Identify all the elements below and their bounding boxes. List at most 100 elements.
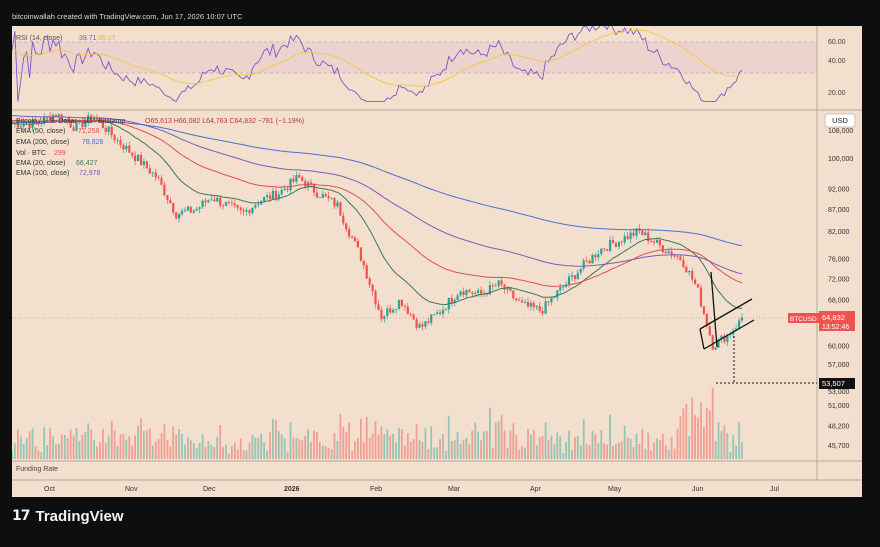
candle-body [729,334,732,336]
candle-body [131,152,134,156]
candle-body [418,324,421,328]
candle [353,235,357,243]
candle [362,259,365,270]
candle [400,299,403,308]
candle [251,207,254,215]
candle-body [500,280,503,285]
volume-bar [365,416,368,459]
candle-body [315,192,318,198]
candle [295,171,298,184]
candle-body [292,178,295,182]
volume-bar [530,434,532,459]
candle [315,188,318,199]
candle [465,289,468,299]
candle-body [532,302,535,308]
volume-bar [151,445,154,459]
candle-body [436,312,439,315]
volume-bar [251,434,254,459]
currency-selector-box[interactable] [824,113,856,128]
last-price-tag: BTCUSD 64,832 13:52:46 [788,311,855,331]
candle [192,208,195,214]
candle [90,113,93,124]
time-tick-jun: Jun [692,486,703,493]
candle [723,333,726,345]
candle [620,240,623,246]
volume-bar [198,443,201,459]
currency-selector-label[interactable]: USD [832,116,848,125]
candle [125,142,128,153]
candle [459,290,462,298]
volume-bar [37,450,40,459]
candle [638,224,641,234]
candle-body [535,306,538,308]
candle [254,202,257,210]
volume-bar [245,450,248,459]
volume-bar [729,452,732,459]
volume-bar [160,433,163,459]
candle-body [101,121,104,128]
candle [623,232,626,245]
volume-bar [386,429,389,459]
candle [189,206,192,214]
candle [450,294,453,307]
candle [512,290,515,301]
ema-20-line [12,119,743,309]
volume-bar [17,429,19,459]
candle-body [471,292,474,294]
volume-bar [427,449,430,459]
volume-bar [362,441,365,459]
candle [565,281,568,288]
flag-lower-line [703,319,755,350]
volume-bar [594,434,597,459]
candle-body [412,314,415,320]
price-tag-countdown: 13:52:46 [822,324,849,331]
volume-bar [172,426,175,459]
volume-bar [380,426,383,459]
candle [324,192,327,198]
candle [113,133,116,144]
candle-body [351,236,354,238]
candle [204,197,207,207]
volume-bar [603,442,606,459]
candle-body [251,207,254,214]
candle-body [318,197,321,199]
candle-body [386,308,389,316]
candle-body [400,300,403,306]
volume-bar [169,446,172,459]
volume-bar [102,428,104,459]
volume-bar [339,414,342,459]
volume-bar [63,435,66,459]
candle-body [160,178,163,185]
candle-body [711,335,714,350]
tradingview-logo[interactable]: 17 TradingView [12,505,124,527]
volume-bar [72,435,75,459]
candle [110,123,113,139]
volume-bar [157,438,160,459]
candle [386,305,389,320]
candle-body [69,122,72,128]
candle-body [503,284,506,290]
volume-bar [189,439,192,459]
candle-body [283,188,286,190]
candle-body [336,202,339,207]
candle-body [427,321,430,323]
candle-body [670,251,673,256]
ema-50-line [12,119,743,287]
volume-bar [553,444,556,459]
candle-body [506,287,509,290]
candle-body [441,309,445,314]
candle-body [406,306,409,315]
candle-body [389,308,392,313]
candle-body [676,255,679,257]
candle [406,302,409,315]
candle-body [617,241,620,247]
candle [195,206,198,211]
volume-bar [52,436,54,459]
candle [738,317,741,330]
candle-body [611,240,615,244]
rsi-tick-40: 40.00 [828,58,846,65]
volume-bar [28,431,31,459]
volume-bar [659,440,661,459]
currency-selector[interactable]: USD [824,113,856,128]
volume-bar [146,430,148,459]
